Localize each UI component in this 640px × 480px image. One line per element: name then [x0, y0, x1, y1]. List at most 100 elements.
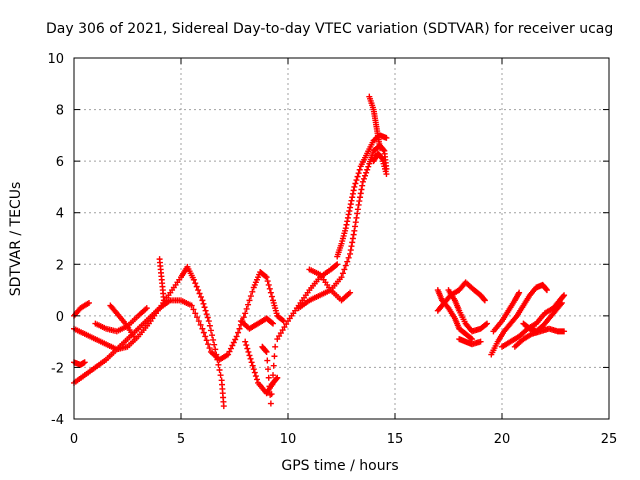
data-point: [196, 290, 203, 297]
data-point: [347, 250, 354, 257]
data-point: [279, 327, 286, 334]
data-point: [378, 154, 385, 161]
x-tick-label: 25: [601, 432, 618, 447]
data-point: [348, 197, 355, 204]
x-tick-label: 0: [70, 432, 78, 447]
data-point: [341, 266, 348, 273]
data-point: [211, 341, 218, 348]
data-point: [85, 299, 92, 306]
data-point: [265, 366, 272, 373]
data-point: [230, 339, 237, 346]
data-point: [272, 343, 279, 350]
data-point: [202, 333, 209, 340]
data-point: [516, 289, 523, 296]
data-point: [250, 366, 257, 373]
data-point: [364, 166, 371, 173]
data-point: [160, 297, 167, 304]
data-point: [359, 182, 366, 189]
data-point: [274, 374, 281, 381]
data-point: [251, 369, 258, 376]
data-point: [214, 356, 221, 363]
data-point: [233, 333, 240, 340]
data-point: [232, 336, 239, 343]
x-tick-label: 10: [280, 432, 297, 447]
data-point: [342, 225, 349, 232]
data-point: [345, 211, 352, 218]
data-point: [206, 322, 213, 329]
data-point: [560, 293, 567, 300]
data-point: [195, 318, 202, 325]
series-trace-t: [456, 336, 484, 348]
data-point: [202, 307, 209, 314]
data-point: [512, 314, 519, 321]
series-trace-e: [92, 305, 150, 335]
data-point: [112, 308, 119, 315]
data-point: [543, 286, 550, 293]
data-point: [352, 180, 359, 187]
data-point: [349, 194, 356, 201]
data-point: [268, 293, 275, 300]
data-point: [477, 338, 484, 345]
series-trace-s: [445, 287, 491, 335]
data-point: [265, 374, 272, 381]
data-point: [350, 231, 357, 238]
data-point: [263, 274, 270, 281]
data-point: [212, 346, 219, 353]
data-point: [352, 219, 359, 226]
data-point: [207, 327, 214, 334]
data-point: [333, 262, 340, 269]
data-point: [349, 190, 356, 197]
data-point: [481, 297, 488, 304]
data-point: [197, 321, 204, 328]
data-point: [469, 336, 476, 343]
data-point: [268, 391, 275, 398]
data-point: [265, 281, 272, 288]
data-point: [246, 352, 253, 359]
y-tick-label: 2: [56, 258, 64, 273]
data-point: [344, 258, 351, 265]
data-point: [246, 297, 253, 304]
data-point: [380, 146, 387, 153]
data-point: [264, 357, 271, 364]
data-point: [277, 330, 284, 337]
data-point: [245, 301, 252, 308]
data-point: [354, 206, 361, 213]
data-point: [267, 400, 274, 407]
data-point: [351, 227, 358, 234]
data-point: [210, 336, 217, 343]
series-trace-p: [370, 150, 390, 178]
data-point: [279, 317, 286, 324]
data-point: [359, 178, 366, 185]
data-point: [235, 329, 242, 336]
chart-title: Day 306 of 2021, Sidereal Day-to-day VTE…: [46, 21, 613, 37]
data-point: [216, 367, 223, 374]
data-point: [273, 375, 280, 382]
data-point: [204, 314, 211, 321]
data-point: [200, 300, 207, 307]
data-point: [225, 351, 232, 358]
data-point: [343, 221, 350, 228]
data-point: [199, 297, 206, 304]
data-point: [270, 372, 277, 379]
data-point: [482, 321, 489, 328]
series-trace-n: [334, 132, 390, 260]
data-point: [220, 403, 227, 410]
data-point: [203, 337, 210, 344]
data-point: [194, 314, 201, 321]
data-point: [357, 190, 364, 197]
data-point: [467, 335, 474, 342]
data-point: [342, 262, 349, 269]
data-point: [543, 287, 550, 294]
data-point: [248, 359, 255, 366]
data-point: [561, 292, 568, 299]
data-point: [347, 201, 354, 208]
data-point: [276, 333, 283, 340]
data-point: [358, 186, 365, 193]
x-tick-label: 15: [387, 432, 404, 447]
data-point: [356, 198, 363, 205]
series-trace-f: [107, 302, 137, 340]
data-point: [201, 304, 208, 311]
data-point: [334, 261, 341, 268]
data-point: [338, 274, 345, 281]
